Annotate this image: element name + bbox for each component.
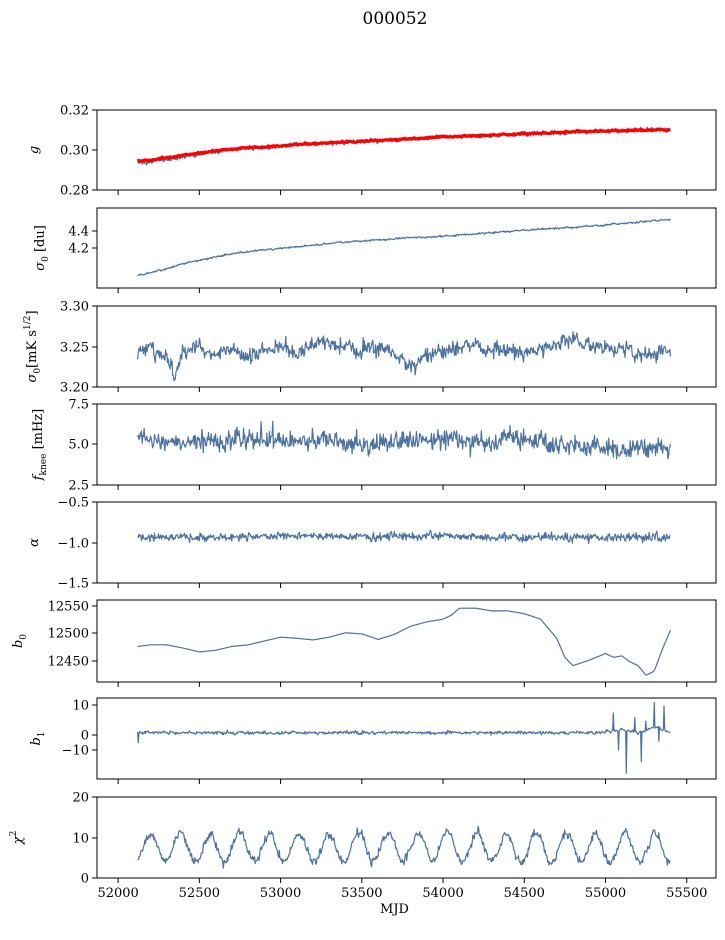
y-tick-label: 2.5	[68, 479, 89, 494]
panel-1: 0.28 0.30 0.32 g	[27, 104, 717, 199]
y-tick-label: 0	[81, 729, 89, 744]
y-tick-label: 0.32	[60, 104, 89, 119]
series-line-3-1	[137, 331, 672, 382]
y-tick-label: 12450	[48, 655, 89, 670]
x-tick-label: 53000	[260, 886, 301, 901]
series-line-6-1	[137, 607, 672, 676]
y-axis-label: σ0[mK s1/2]	[23, 310, 43, 382]
x-tick-label: 54500	[504, 886, 545, 901]
y-axis-label: α	[27, 538, 42, 547]
panels-group: 0.28 0.30 0.32 g 4.2 4.4 σ0 [du] 3.20 3.25 3.30 σ0…	[9, 104, 717, 917]
y-tick-label: −0.5	[57, 496, 89, 511]
x-axis-label: MJD	[380, 902, 409, 917]
y-tick-label: −1.0	[57, 537, 89, 552]
x-tick-label: 52000	[97, 886, 138, 901]
panel-6: 12450 12500 12550 b0	[11, 599, 717, 687]
y-tick-label: −10	[62, 744, 89, 759]
y-axis-label: σ0 [du]	[33, 225, 51, 271]
y-tick-label: 12550	[48, 600, 89, 615]
panel-7: −100 10 b1	[29, 697, 717, 784]
y-tick-label: 10	[72, 832, 89, 847]
series-line-5-1	[137, 530, 671, 545]
y-tick-label: 7.5	[68, 398, 89, 413]
series-line-7-1	[137, 701, 671, 774]
series-line-4-1	[137, 420, 672, 460]
figure-title: 000052	[363, 9, 428, 29]
x-tick-label: 55000	[585, 886, 626, 901]
series-line-8-1	[137, 825, 671, 869]
series-line-1-2	[136, 127, 672, 163]
y-tick-label: 4.4	[68, 225, 89, 240]
y-tick-label: 0.28	[60, 184, 89, 199]
y-axis-label: fknee [mHz]	[31, 409, 49, 482]
y-tick-label: 3.20	[60, 381, 89, 396]
y-tick-label: 0	[81, 872, 89, 887]
y-tick-label: 12500	[48, 627, 89, 642]
axes-frame	[96, 109, 717, 191]
panel-3: 3.20 3.25 3.30 σ0[mK s1/2]	[23, 300, 717, 396]
axes-frame	[96, 207, 717, 289]
x-tick-label: 52500	[179, 886, 220, 901]
y-tick-label: 10	[72, 699, 89, 714]
y-axis-label: b1	[29, 731, 47, 745]
y-tick-label: 3.25	[60, 341, 89, 356]
y-axis-label: g	[27, 146, 42, 154]
y-tick-label: 4.2	[68, 242, 89, 257]
x-tick-label: 53500	[341, 886, 382, 901]
axes-frame	[96, 796, 717, 879]
panel-2: 4.2 4.4 σ0 [du]	[33, 207, 717, 293]
axes-frame	[96, 599, 717, 683]
y-tick-label: 0.30	[60, 144, 89, 159]
panel-4: 2.5 5.0 7.5 fknee [mHz]	[31, 398, 717, 494]
x-tick-label: 55500	[666, 886, 707, 901]
y-tick-label: 5.0	[68, 438, 89, 453]
y-axis-label: b0	[11, 634, 29, 648]
axes-frame	[96, 697, 717, 780]
y-tick-label: 3.30	[60, 300, 89, 315]
x-tick-label: 54000	[422, 886, 463, 901]
y-axis-label: χ2	[9, 831, 26, 846]
panel-8: 0 10 20 52000 52500 53000 53500 54000 54500 55000…	[9, 791, 717, 917]
y-tick-label: 20	[72, 791, 89, 806]
series-line-2-1	[137, 218, 671, 277]
y-tick-label: −1.5	[57, 577, 89, 592]
panel-5: −1.5 −1.0 −0.5 α	[27, 496, 717, 592]
